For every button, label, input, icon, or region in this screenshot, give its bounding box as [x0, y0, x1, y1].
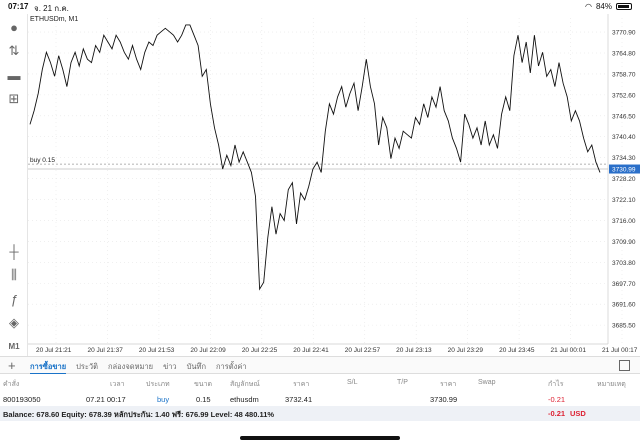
terminal-toolbar: + การซื้อขาย ประวัติ กล่องจดหมาย ข่าว บั…: [0, 356, 640, 374]
header-profit: กำไร: [548, 381, 564, 388]
price-series-line: [29, 24, 601, 291]
tab-mailbox[interactable]: กล่องจดหมาย: [108, 362, 154, 371]
price-tick-label: 3709.90: [612, 239, 636, 246]
position-price: 3732.41: [285, 395, 313, 404]
account-summary: Balance: 678.60 Equity: 678.39 หลักประกั…: [3, 410, 275, 419]
battery-icon: [616, 3, 632, 10]
time-tick-label: 20 Jul 21:53: [139, 347, 175, 354]
indicator-icon[interactable]: ƒ: [10, 291, 18, 307]
price-tick-label: 3746.50: [612, 113, 636, 120]
price-tick-label: 3728.20: [612, 176, 636, 183]
header-type: ประเภท: [146, 381, 170, 388]
time-tick-label: 20 Jul 21:21: [36, 347, 72, 354]
header-swap: Swap: [478, 379, 496, 386]
header-tp: T/P: [397, 379, 408, 386]
layout-icon[interactable]: [619, 360, 630, 371]
time-tick-label: 20 Jul 23:29: [448, 347, 484, 354]
chart-tools-sidebar: ● ⇅ ▬ ⊞ ┼ ⫼ ƒ ◈ M1: [0, 14, 28, 356]
plus-icon[interactable]: +: [8, 358, 16, 373]
time-tick-label: 20 Jul 22:25: [242, 347, 278, 354]
position-profit: -0.21: [548, 395, 566, 404]
account-summary-bar: Balance: 678.60 Equity: 678.39 หลักประกั…: [0, 406, 640, 421]
header-comment: หมายเหตุ: [597, 381, 626, 388]
tab-news[interactable]: ข่าว: [163, 362, 177, 371]
terminal-tabs: การซื้อขาย ประวัติ กล่องจดหมาย ข่าว บันท…: [30, 361, 247, 374]
price-tick-label: 3764.80: [612, 51, 636, 58]
header-time: เวลา: [110, 381, 125, 388]
status-bar: 07:17 จ. 21 ก.ค. ◠ 84%: [0, 0, 640, 14]
time-tick-label: 20 Jul 21:37: [87, 347, 123, 354]
price-tick-label: 3752.60: [612, 92, 636, 99]
price-tick-label: 3703.80: [612, 260, 636, 267]
position-row[interactable]: 800193050 07.21 00:17 buy 0.15 ethusdm 3…: [0, 392, 640, 405]
tab-journal[interactable]: บันทึก: [186, 362, 207, 371]
position-time: 07.21 00:17: [86, 395, 126, 404]
position-current-price: 3730.99: [430, 395, 458, 404]
header-sl: S/L: [347, 379, 358, 386]
price-chart[interactable]: 3770.90 3764.80 3758.70 3752.60 3746.50 3740.…: [28, 14, 640, 356]
header-size: ขนาด: [194, 381, 213, 388]
chat-icon[interactable]: ▬: [7, 67, 21, 83]
time-tick-label: 21 Jul 00:17: [602, 347, 638, 354]
date-label: จ. 21 ก.ค.: [34, 4, 69, 13]
tab-settings[interactable]: การตั้งค่า: [216, 362, 247, 371]
account-icon[interactable]: ●: [10, 19, 18, 35]
price-tick-label: 3697.70: [612, 281, 636, 288]
crosshair-icon[interactable]: ┼: [9, 243, 19, 259]
home-indicator[interactable]: [240, 436, 400, 440]
time-tick-label: 21 Jul 00:01: [551, 347, 587, 354]
positions-header: คำสั่ง เวลา ประเภท ขนาด สัญลักษณ์ ราคา S…: [0, 376, 640, 390]
price-tick-label: 3740.40: [612, 134, 636, 141]
tab-history[interactable]: ประวัติ: [76, 362, 99, 371]
header-order: คำสั่ง: [3, 381, 20, 388]
objects-icon[interactable]: ◈: [9, 315, 19, 330]
current-price-label: 3730.99: [612, 166, 636, 173]
price-chart-svg[interactable]: 3770.90 3764.80 3758.70 3752.60 3746.50 3740.…: [28, 14, 640, 356]
candles-icon[interactable]: ⫼: [11, 267, 17, 282]
position-type: buy: [157, 395, 170, 404]
clock: 07:17: [8, 2, 29, 11]
time-tick-label: 20 Jul 22:57: [345, 347, 381, 354]
header-current-price: ราคา: [440, 381, 457, 388]
price-tick-label: 3716.00: [612, 218, 636, 225]
price-tick-label: 3691.60: [612, 302, 636, 309]
account-currency: USD: [570, 409, 586, 418]
header-symbol: สัญลักษณ์: [230, 381, 260, 388]
time-tick-label: 20 Jul 22:41: [293, 347, 329, 354]
current-price-tag: [609, 164, 640, 174]
status-indicators: ◠ 84%: [585, 2, 632, 11]
header-price: ราคา: [293, 381, 310, 388]
price-tick-label: 3685.50: [612, 323, 636, 330]
position-symbol: ethusdm: [230, 395, 259, 404]
tab-trade[interactable]: การซื้อขาย: [30, 361, 67, 374]
time-tick-label: 20 Jul 23:45: [499, 347, 535, 354]
add-document-icon[interactable]: ⊞: [8, 91, 20, 106]
price-tick-label: 3734.30: [612, 155, 636, 162]
wifi-icon: ◠: [585, 2, 592, 11]
time-tick-label: 20 Jul 22:09: [190, 347, 226, 354]
position-order: 800193050: [3, 395, 41, 404]
order-line-label: buy 0.15: [30, 157, 55, 164]
trade-icon[interactable]: ⇅: [8, 43, 20, 58]
battery-percent: 84%: [595, 2, 612, 11]
time-tick-label: 20 Jul 23:13: [396, 347, 432, 354]
price-tick-label: 3758.70: [612, 71, 636, 78]
price-tick-label: 3722.10: [612, 197, 636, 204]
symbol-label: ETHUSDm, M1: [30, 16, 79, 23]
timeframe-button[interactable]: M1: [8, 341, 20, 351]
position-size: 0.15: [196, 395, 211, 404]
total-profit: -0.21: [548, 409, 566, 418]
price-tick-label: 3770.90: [612, 30, 636, 37]
